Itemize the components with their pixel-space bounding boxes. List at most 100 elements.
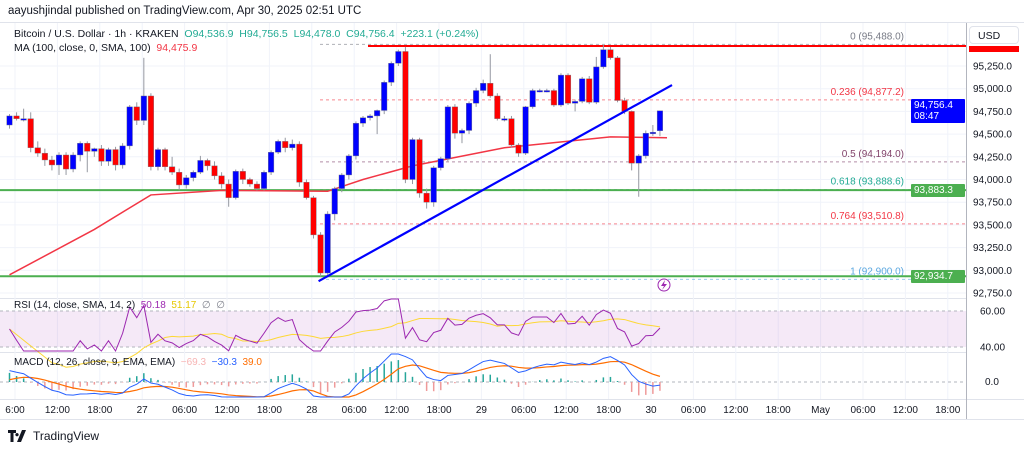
fib-level-label: 0.764 (93,510.8) (831, 211, 904, 222)
trendline (318, 84, 673, 283)
candle-up (395, 51, 402, 64)
macd-signal-value: 39.0 (242, 357, 262, 368)
candle-down (147, 95, 154, 167)
candle-down (239, 171, 246, 180)
candle-up (480, 83, 487, 91)
candle-down (586, 78, 593, 103)
macd-legend[interactable]: MACD (12, 26, close, 9, EMA, EMA) −69.3 … (14, 357, 262, 368)
candle-down (628, 111, 635, 164)
candle-down (565, 74, 572, 104)
pane-divider (0, 352, 966, 353)
candle-up (119, 145, 126, 166)
pane-divider (0, 399, 1024, 400)
rsi-axis-label: 60.00 (980, 307, 1005, 318)
macd-label: MACD (12, 26, close, 9, EMA, EMA) (14, 357, 176, 368)
candle-up (91, 148, 98, 152)
candle-down (176, 172, 183, 186)
last-price-tag: 94,756.4 08:47 (911, 99, 965, 123)
candle-down (451, 106, 458, 134)
last-price: 94,756.4 (914, 100, 953, 111)
fib-level-label: 0 (95,488.0) (850, 31, 904, 42)
candle-up (352, 123, 359, 157)
candle-up (536, 90, 543, 93)
candle-up (381, 82, 388, 111)
time-axis-label: 18:00 (766, 405, 791, 416)
candle-up (656, 110, 663, 131)
candle-up (572, 101, 579, 104)
currency-button[interactable]: USD (969, 26, 1019, 44)
candle-up (197, 160, 204, 173)
candle-up (275, 141, 282, 153)
time-axis-label: 30 (645, 405, 657, 416)
rsi-ma-value: 51.17 (171, 300, 197, 311)
macd-line (9, 353, 661, 398)
candle-down (282, 141, 289, 148)
candle-up (635, 155, 642, 164)
rsi-ma-line (9, 318, 661, 368)
time-axis-label: 27 (137, 405, 149, 416)
time-axis-label: 12:00 (214, 405, 239, 416)
time-axis-label: 06:00 (342, 405, 367, 416)
rsi-band (0, 311, 966, 347)
candle-down (169, 166, 176, 173)
rsi-legend[interactable]: RSI (14, close, SMA, 14, 2) 50.18 51.17 … (14, 300, 225, 311)
time-axis-label: 6:00 (5, 405, 25, 416)
candle-up (289, 143, 296, 148)
candle-down (218, 175, 225, 185)
price-axis-label: 92,750.0 (973, 289, 1012, 300)
candle-up (6, 115, 13, 126)
candle-up (430, 167, 437, 203)
candle-up (268, 152, 275, 173)
price-axis-label: 93,750.0 (973, 198, 1012, 209)
candle-down (253, 183, 260, 189)
rsi-line (9, 298, 661, 353)
candle-up (367, 115, 374, 118)
candle-down (225, 183, 232, 198)
candle-down (63, 154, 70, 170)
low-value: L94,478.0 (293, 28, 341, 40)
chart-frame (0, 22, 1024, 420)
candle-up (154, 149, 161, 167)
publisher-line: aayushjindal published on TradingView.co… (8, 5, 362, 17)
high-value: H94,756.5 (239, 28, 288, 40)
price-axis-label: 95,000.0 (973, 84, 1012, 95)
symbol-name[interactable]: Bitcoin / U.S. Dollar · 1h · KRAKEN (14, 28, 179, 40)
time-axis-label: 12:00 (723, 405, 748, 416)
candle-up (190, 172, 197, 178)
candle-up (20, 118, 27, 121)
time-axis-label: 12:00 (45, 405, 70, 416)
candle-down (508, 118, 515, 146)
candle-up (466, 103, 473, 131)
time-axis-label: 06:00 (850, 405, 875, 416)
pane-divider (0, 298, 966, 299)
candle-down (246, 179, 253, 185)
candle-down (607, 49, 614, 59)
price-axis-label: 94,000.0 (973, 175, 1012, 186)
candle-up (70, 154, 77, 170)
candle-up (140, 95, 147, 121)
symbol-legend: Bitcoin / U.S. Dollar · 1h · KRAKEN O94,… (14, 28, 479, 40)
macd-hist-value: −69.3 (180, 357, 207, 368)
ma-line (9, 136, 668, 276)
price-axis-label: 95,250.0 (973, 62, 1012, 73)
tradingview-logo-icon (8, 430, 26, 442)
candle-up (649, 132, 656, 134)
candle-up (77, 142, 84, 156)
candle-down (84, 142, 91, 152)
candle-up (543, 90, 550, 93)
time-axis-label: 29 (476, 405, 488, 416)
candle-down (13, 115, 20, 119)
candle-down (416, 139, 423, 194)
candle-up (458, 130, 465, 134)
candle-up (522, 106, 529, 154)
tradingview-logo[interactable]: TradingView (8, 429, 99, 443)
time-axis-label: 18:00 (426, 405, 451, 416)
ma-legend[interactable]: MA (100, close, 0, SMA, 100) 94,475.9 (14, 42, 197, 54)
time-axis-label: 18:00 (257, 405, 282, 416)
change-value: +223.1 (+0.24%) (400, 28, 479, 40)
rsi-extra-2: ∅ (216, 300, 225, 311)
candle-up (473, 90, 480, 104)
rsi-value: 50.18 (140, 300, 166, 311)
candle-down (211, 165, 218, 177)
